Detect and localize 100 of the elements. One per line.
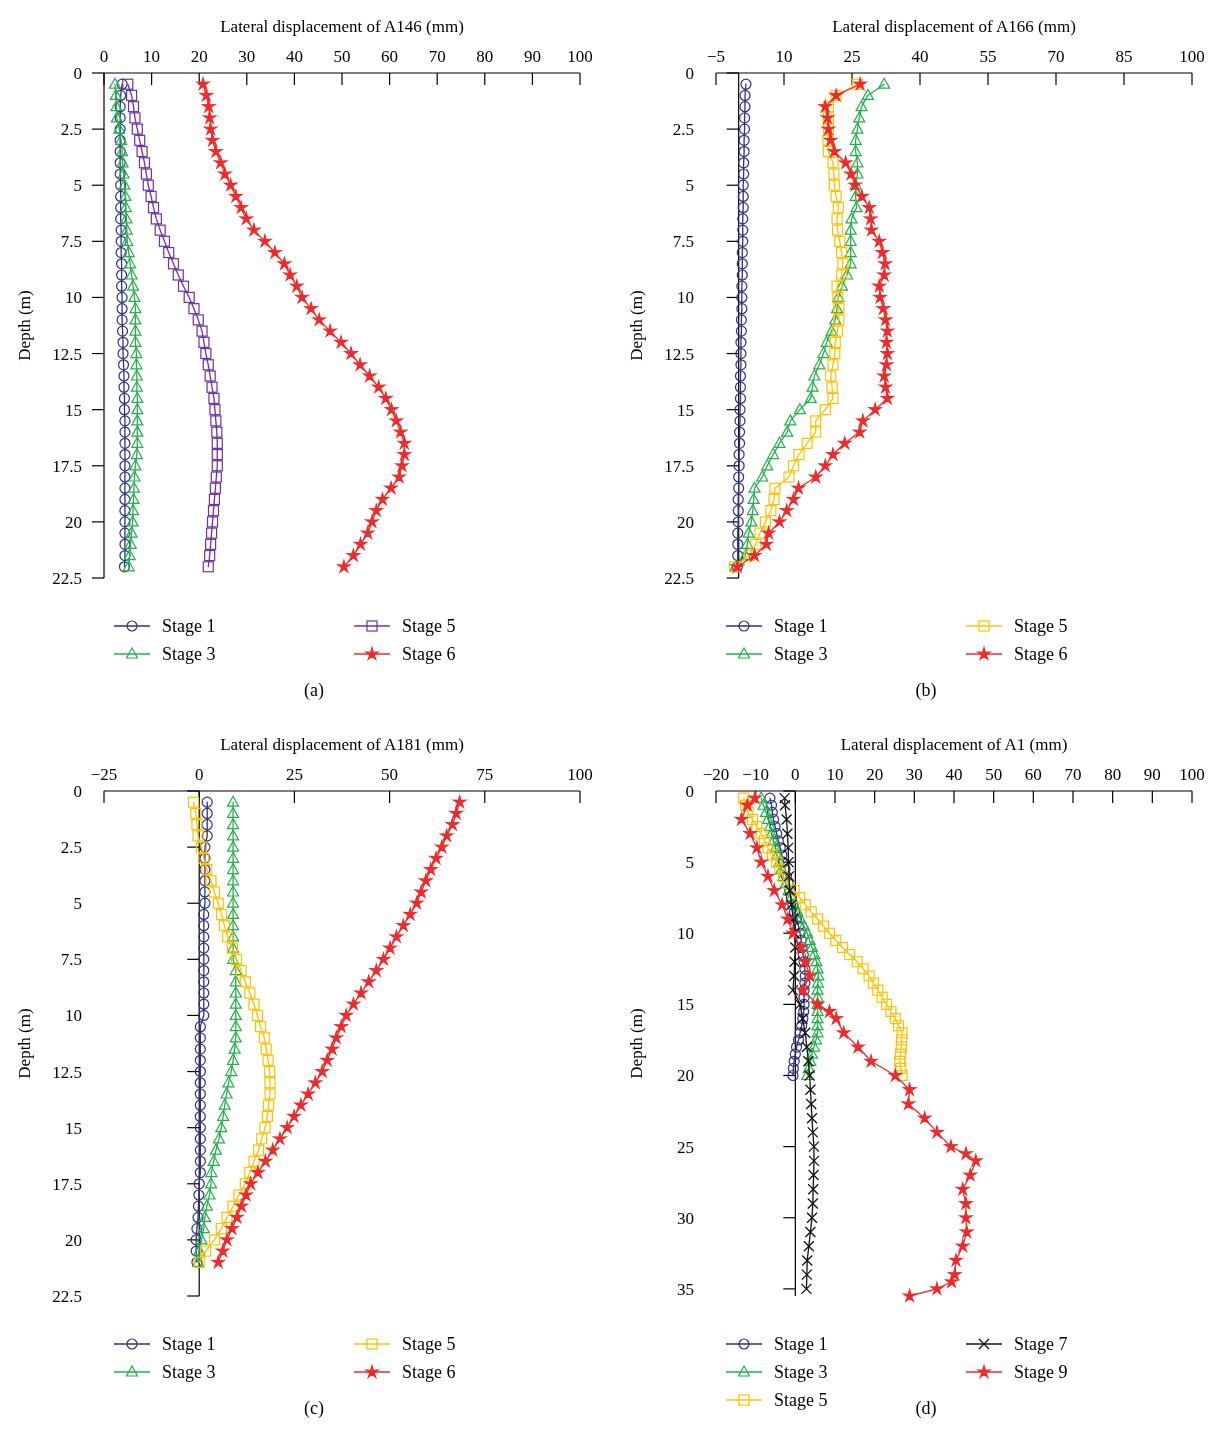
x-axis-title: Lateral displacement of A1 (mm) [840, 735, 1068, 754]
point [861, 88, 874, 101]
point [812, 969, 825, 981]
point [788, 956, 801, 968]
point [862, 200, 876, 214]
point [452, 795, 467, 809]
point [392, 469, 406, 483]
point [287, 1109, 301, 1123]
point [226, 829, 240, 841]
point [810, 426, 822, 438]
point [782, 856, 795, 868]
point [876, 991, 888, 1003]
text: (c) [304, 1398, 324, 1419]
point [894, 1055, 906, 1067]
y-tick-label: 2.5 [60, 838, 82, 858]
point [736, 303, 748, 315]
point [863, 970, 875, 982]
point [825, 324, 838, 336]
point [808, 1140, 820, 1153]
y-tick-label: 10 [65, 1006, 82, 1026]
point [123, 548, 136, 561]
point [917, 1111, 932, 1124]
point [198, 931, 210, 943]
point [226, 952, 240, 964]
point [229, 1031, 242, 1043]
point [768, 493, 780, 506]
point [346, 997, 361, 1011]
point [211, 460, 223, 472]
point [259, 1122, 271, 1134]
point [877, 267, 891, 281]
point [200, 347, 212, 360]
point [384, 481, 398, 495]
point [194, 1110, 206, 1123]
point [811, 962, 824, 974]
point [737, 224, 749, 236]
point [119, 505, 131, 517]
point [799, 977, 811, 989]
point [209, 482, 221, 494]
point [129, 112, 141, 124]
point [353, 357, 367, 371]
point [930, 1281, 944, 1295]
point [197, 1222, 210, 1234]
point [205, 527, 218, 539]
point [211, 426, 223, 438]
point [253, 1144, 265, 1156]
point [822, 1004, 837, 1018]
point [757, 798, 770, 810]
point [114, 168, 126, 180]
legend-label: Stage 3 [162, 1362, 216, 1383]
point [737, 179, 749, 191]
y-tick-label: 0 [685, 781, 694, 801]
point [371, 380, 386, 394]
point [264, 1088, 276, 1100]
y-tick-label: 12.5 [52, 1062, 82, 1082]
point [202, 110, 217, 124]
point [758, 835, 770, 847]
point [811, 1012, 824, 1024]
x-tick-label: −20 [702, 765, 730, 784]
point [738, 157, 750, 169]
y-tick-label: 25 [677, 1137, 694, 1157]
point [810, 955, 823, 967]
point [136, 145, 148, 158]
point [811, 983, 824, 995]
point [200, 1199, 213, 1211]
point [733, 460, 745, 472]
point [226, 806, 240, 819]
point [769, 820, 781, 833]
point [804, 1226, 817, 1238]
point [205, 133, 220, 147]
point [239, 976, 251, 988]
point [383, 941, 397, 954]
point [301, 1086, 315, 1100]
point [733, 448, 745, 461]
point [201, 819, 213, 831]
point [202, 561, 214, 573]
x-tick-label: 60 [381, 47, 399, 66]
point [804, 1084, 817, 1096]
point [799, 963, 811, 975]
point [836, 941, 849, 954]
point [799, 1027, 811, 1039]
point [845, 212, 858, 224]
point [738, 112, 751, 124]
point [198, 976, 210, 988]
point [807, 1197, 819, 1210]
point [396, 918, 411, 932]
point [126, 279, 140, 291]
point [226, 851, 240, 863]
point [761, 459, 774, 471]
point [198, 942, 210, 954]
y-tick-label: 15 [65, 400, 82, 420]
x-tick-label: 25 [285, 765, 303, 784]
point [737, 202, 749, 214]
point [844, 166, 858, 180]
point [889, 1013, 901, 1025]
point [797, 919, 811, 931]
y-tick-label: 15 [65, 1118, 82, 1138]
point [122, 560, 135, 572]
point [177, 280, 190, 292]
point [119, 415, 131, 427]
point [239, 211, 254, 225]
